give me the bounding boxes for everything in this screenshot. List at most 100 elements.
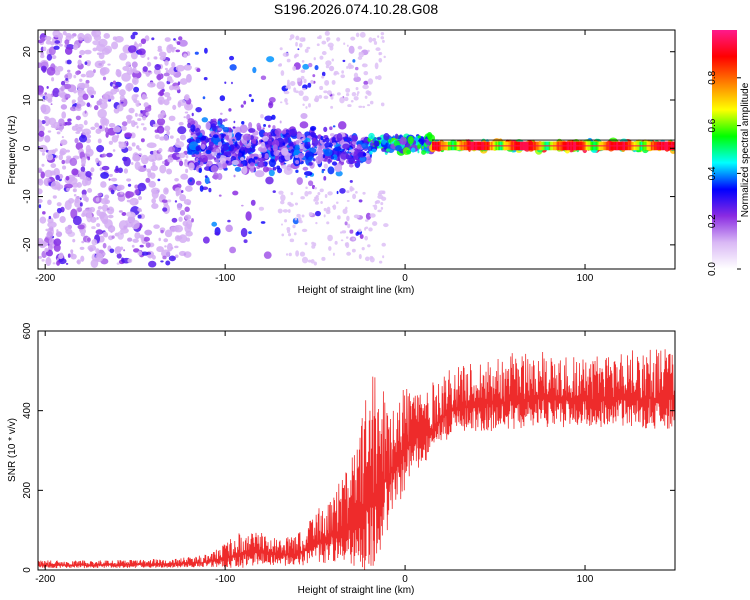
spectrogram-dot	[234, 166, 242, 172]
spectrogram-dot	[102, 93, 109, 104]
spectrogram-dot	[183, 116, 187, 119]
spectrogram-dot	[228, 146, 232, 151]
spectrogram-dot	[58, 254, 64, 260]
spectrogram-dot	[354, 66, 359, 71]
spectrogram-dot	[190, 120, 196, 126]
spectrogram-dot	[130, 34, 136, 40]
spectrogram-dot	[105, 132, 109, 138]
spectrogram-dot	[174, 187, 182, 193]
spectrogram-dot	[426, 131, 433, 140]
spectrogram-dot	[290, 191, 294, 196]
spectrogram-dot	[346, 251, 351, 256]
spectrogram-dot	[56, 65, 64, 72]
spectrogram-dot	[345, 87, 351, 93]
spectrogram-dot	[64, 93, 71, 99]
spectrogram-dot	[137, 182, 147, 192]
spectrogram-dot	[91, 238, 98, 246]
spectrogram-dot	[260, 114, 264, 119]
spectrogram-dot	[60, 129, 63, 132]
spectrogram-dot	[352, 193, 357, 200]
spectrogram-dot	[281, 233, 285, 237]
spectrogram-dot	[366, 104, 371, 107]
snr-series-line	[38, 349, 675, 570]
spectrogram-dot	[254, 170, 265, 178]
spectrogram-dot	[165, 69, 170, 74]
spectrogram-dot	[157, 45, 162, 50]
spectrogram-dot	[85, 70, 95, 78]
spectrogram-dot	[132, 248, 140, 253]
x-tick-label: -200	[35, 574, 55, 585]
spectrogram-dot	[38, 204, 42, 209]
spectrogram-dot	[71, 100, 75, 105]
spectrogram-dot	[160, 229, 164, 234]
spectrogram-dot	[225, 134, 230, 141]
spectrogram-dot	[291, 149, 294, 153]
spectrogram-dot	[116, 253, 122, 259]
spectrogram-dot	[185, 185, 193, 192]
spectrogram-dot	[46, 85, 49, 89]
spectrogram-dot	[125, 211, 136, 218]
spectrogram-dot	[164, 229, 173, 238]
spectrogram-dot	[184, 111, 189, 114]
spectrogram-dot	[331, 161, 338, 166]
spectrogram-dot	[38, 130, 45, 137]
spectrogram-dot	[295, 139, 300, 145]
spectrogram-dot	[82, 110, 89, 118]
spectrogram-dot	[100, 181, 107, 188]
spectrogram-dot	[315, 210, 321, 217]
spectrogram-dot	[378, 57, 383, 63]
spectrogram-dot	[76, 260, 80, 264]
spectrogram-dot	[307, 141, 311, 145]
spectrogram-dot	[178, 39, 188, 47]
spectrogram-dot	[89, 247, 94, 252]
spectrogram-dot	[279, 101, 283, 104]
spectrogram-dot	[399, 136, 407, 146]
spectrogram-x-ticks: -200 -100 0 100	[35, 30, 594, 284]
spectrogram-dot	[315, 194, 319, 198]
spectrogram-dot	[82, 83, 90, 89]
spectrogram-dot	[84, 196, 89, 203]
spectrogram-dot	[355, 86, 359, 91]
spectrogram-dot	[61, 159, 66, 165]
spectrogram-dot	[225, 224, 233, 233]
spectrogram-dot	[281, 147, 289, 156]
spectrogram-dot	[156, 246, 164, 253]
spectrogram-dot	[62, 165, 67, 170]
spectrogram-dot	[232, 126, 236, 129]
spectrogram-dot	[268, 101, 274, 109]
spectrogram-dot	[326, 221, 330, 225]
spectrogram-dot	[301, 60, 305, 63]
spectrogram-dot	[137, 214, 142, 219]
spectrogram-dot	[217, 127, 223, 131]
spectrogram-dot	[279, 47, 283, 51]
spectrogram-dot	[118, 141, 127, 150]
spectrogram-dot	[199, 185, 204, 192]
spectrogram-dot	[168, 146, 176, 153]
spectrogram-dot	[410, 147, 416, 153]
spectrogram-dot	[121, 72, 131, 82]
spectrogram-dot	[359, 31, 366, 38]
spectrogram-dot	[327, 158, 331, 164]
snr-x-label: Height of straight line (km)	[298, 585, 415, 596]
spectrogram-dot	[210, 123, 217, 128]
spectrogram-dot	[44, 116, 48, 120]
spectrogram-dot	[89, 91, 94, 96]
spectrogram-dot	[84, 49, 92, 55]
spectrogram-dot	[262, 166, 269, 173]
spectrogram-dot	[185, 168, 189, 174]
spectrogram-dot	[202, 96, 206, 100]
spectrogram-dot	[313, 57, 316, 61]
spectrogram-dot	[203, 77, 208, 81]
spectrogram-dot	[64, 39, 70, 45]
spectrogram-dot	[183, 53, 188, 58]
spectrogram-dot	[85, 144, 91, 153]
spectrogram-dot	[167, 199, 172, 203]
spectrogram-dot	[195, 151, 200, 155]
spectrogram-dot	[104, 194, 110, 200]
spectrogram-dot	[303, 78, 307, 84]
spectrogram-dot	[56, 202, 62, 207]
spectrogram-dot	[295, 250, 300, 257]
spectrogram-dot	[138, 42, 143, 47]
spectrogram-dot	[82, 209, 92, 217]
spectrogram-dot	[289, 81, 296, 87]
